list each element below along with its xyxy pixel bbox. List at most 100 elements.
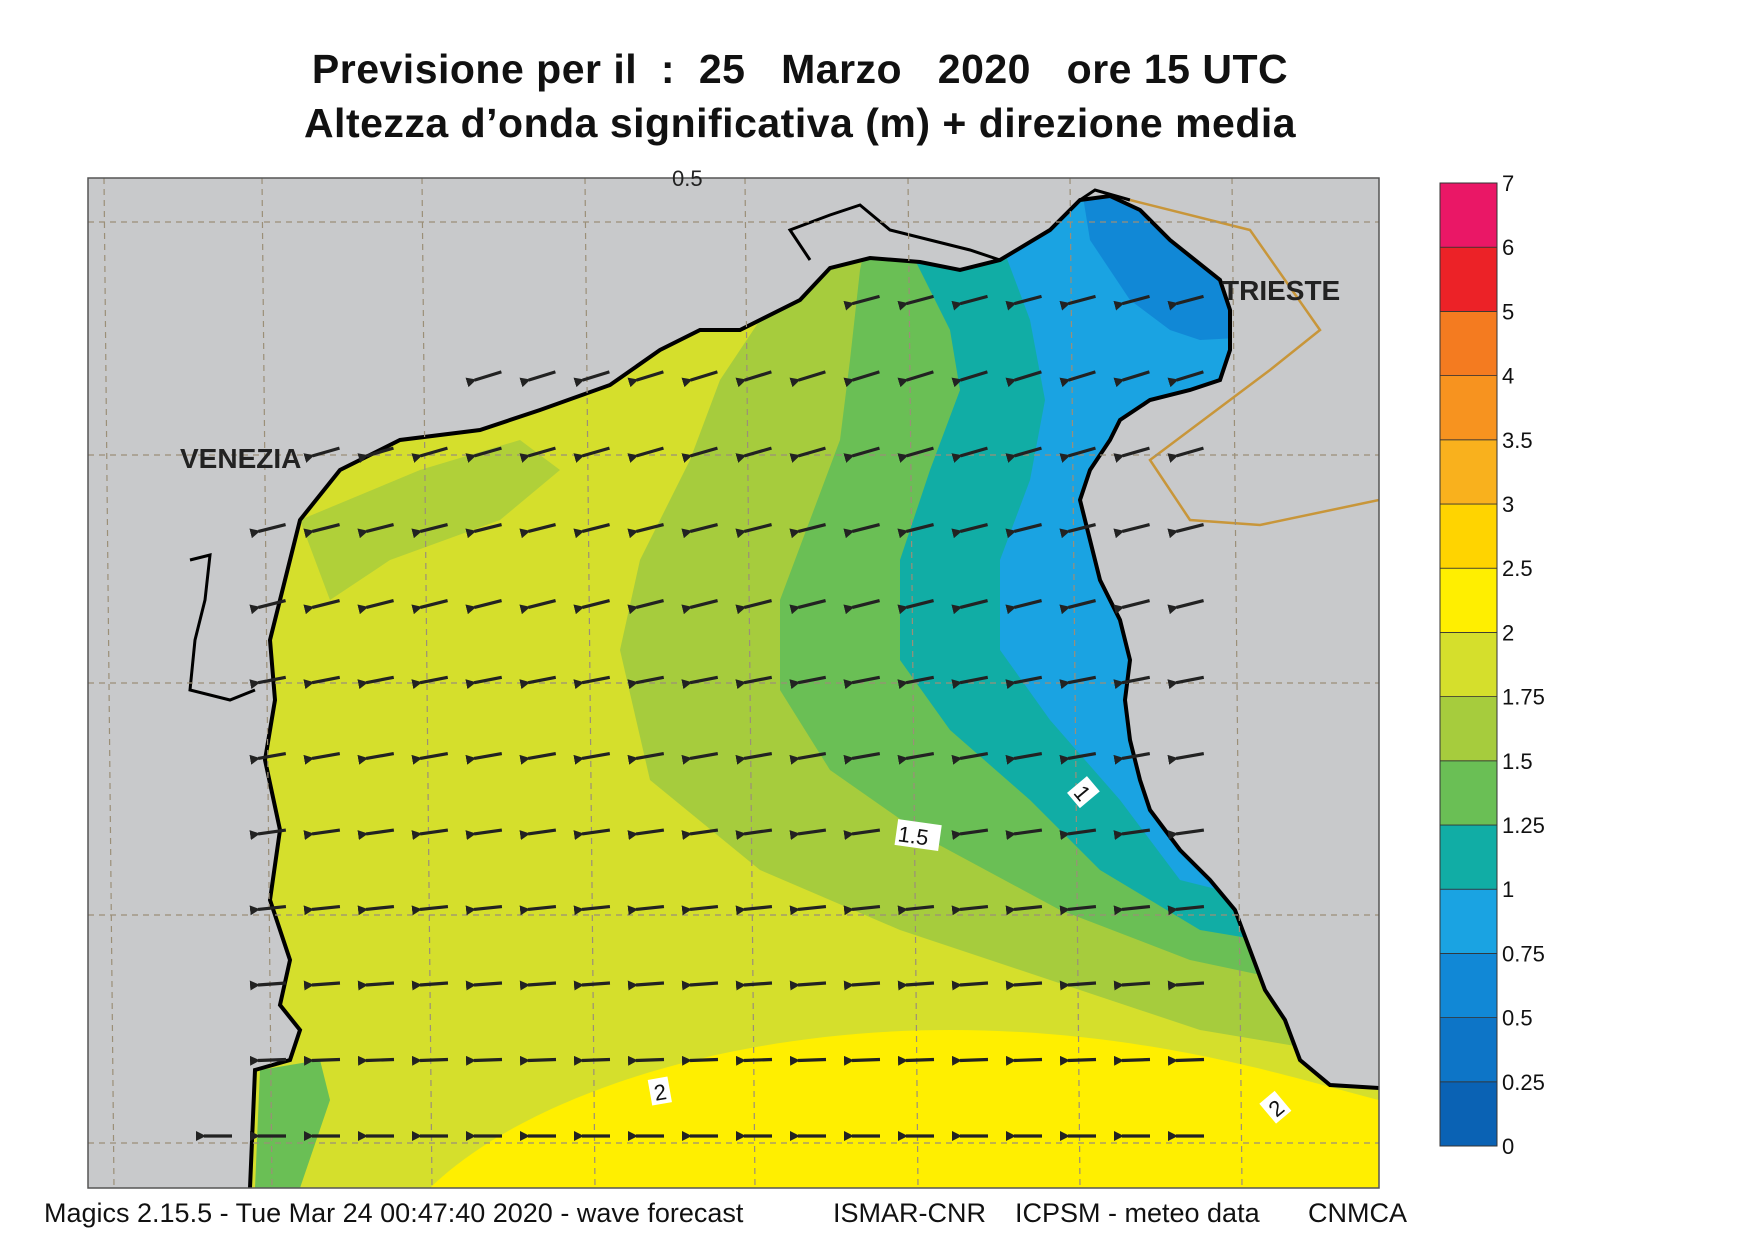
wave-arrow — [303, 523, 340, 539]
legend-label: 2.5 — [1502, 556, 1533, 581]
footer-institute-3: CNMCA — [1308, 1198, 1407, 1228]
wave-arrow — [681, 599, 718, 615]
wave-arrow — [789, 599, 826, 615]
page-subtitle: Altezza d’onda significativa (m) + direz… — [303, 100, 1297, 146]
wave-arrow — [411, 599, 448, 615]
wave-arrow — [465, 904, 503, 916]
wave-arrow — [897, 599, 934, 615]
legend-swatch — [1439, 1017, 1498, 1083]
wave-arrow — [951, 294, 988, 311]
grado-lagoon — [787, 203, 1001, 262]
wave-arrow — [1005, 904, 1043, 916]
wave-arrow — [1005, 370, 1042, 388]
wave-arrow — [519, 904, 557, 916]
wave-arrow — [303, 446, 340, 463]
wave-arrow — [951, 1055, 989, 1066]
wave-arrow — [735, 751, 773, 765]
wave-arrow — [735, 446, 772, 463]
wave-arrow — [627, 904, 665, 916]
wave-arrow — [627, 523, 664, 539]
wave-arrow — [357, 446, 394, 463]
wave-arrow — [249, 523, 286, 539]
wave-arrow — [735, 675, 773, 690]
wave-arrow — [519, 599, 556, 615]
wave-arrow — [1113, 1055, 1151, 1066]
wave-arrow — [843, 523, 880, 539]
wave-arrow — [1113, 523, 1150, 539]
wave-arrow — [681, 980, 719, 991]
wave-arrow — [249, 751, 287, 765]
wave-arrow — [843, 751, 881, 765]
legend-label: 0.75 — [1502, 941, 1545, 966]
wave-arrow — [1113, 980, 1151, 991]
wave-arrow — [1167, 523, 1204, 539]
meridian-line — [907, 178, 919, 1188]
wave-arrow — [681, 370, 718, 388]
legend-label: 0.5 — [1502, 1006, 1533, 1031]
wave-arrow — [1059, 675, 1097, 690]
wave-arrow — [1113, 828, 1151, 841]
wave-arrow — [357, 828, 395, 841]
wave-arrow — [1059, 446, 1096, 463]
wave-arrow — [465, 675, 503, 690]
wave-arrow — [411, 904, 449, 916]
wave-arrow — [627, 446, 664, 463]
wave-arrow — [735, 599, 772, 615]
wave-arrow — [1059, 599, 1096, 615]
wave-arrow — [897, 294, 934, 311]
wave-arrow — [1113, 751, 1151, 765]
wave-arrow — [789, 370, 826, 388]
legend-swatch — [1439, 567, 1498, 633]
wave-arrow — [519, 828, 557, 841]
wave-arrow — [1059, 751, 1097, 765]
wave-arrow — [1005, 294, 1042, 311]
wave-arrow — [1005, 523, 1042, 539]
map-frame — [87, 177, 1380, 1189]
wave-arrow — [789, 980, 827, 991]
meridian-line — [1231, 178, 1243, 1188]
legend-label: 1.5 — [1502, 749, 1533, 774]
legend-label: 3 — [1502, 492, 1514, 517]
wave-arrow — [303, 675, 341, 690]
wave-arrow — [1167, 294, 1204, 311]
wave-arrow — [897, 980, 935, 991]
legend-label: 0.25 — [1502, 1070, 1545, 1095]
wave-arrow — [465, 446, 502, 463]
legend-label: 1.75 — [1502, 685, 1545, 710]
wave-arrow — [1059, 523, 1096, 539]
wave-arrow — [1167, 370, 1204, 388]
wave-arrow — [249, 904, 287, 916]
wave-arrow — [951, 904, 989, 916]
wave-arrow — [951, 751, 989, 765]
wave-arrow — [1059, 1055, 1097, 1066]
wave-arrow — [465, 370, 502, 388]
wave-arrow — [843, 828, 881, 841]
legend-swatch — [1439, 1081, 1498, 1147]
wave-arrow — [627, 828, 665, 841]
legend-swatch — [1439, 760, 1498, 826]
wave-arrow — [843, 904, 881, 916]
footer-software: Magics 2.15.5 - Tue Mar 24 00:47:40 2020… — [44, 1198, 744, 1228]
wave-arrow — [573, 446, 610, 463]
wave-arrow — [897, 370, 934, 388]
wave-arrow — [573, 370, 610, 388]
wave-arrow — [411, 828, 449, 841]
legend-swatch — [1439, 182, 1498, 248]
legend-swatch — [1439, 888, 1498, 954]
legend-swatch — [1439, 246, 1498, 312]
meridian-line — [103, 178, 115, 1188]
meridian-line — [744, 178, 756, 1188]
contour-label: 1.5 — [896, 821, 930, 850]
wave-arrow — [681, 1055, 719, 1066]
wave-arrow — [1005, 828, 1043, 841]
wave-arrow — [249, 980, 287, 991]
wave-arrow — [357, 904, 395, 916]
wave-arrow — [573, 1055, 611, 1066]
wave-arrow — [1113, 446, 1150, 463]
wave-arrow — [519, 675, 557, 690]
legend-label: 2 — [1502, 620, 1514, 645]
wave-arrow — [735, 1055, 773, 1066]
wave-arrow — [573, 523, 610, 539]
